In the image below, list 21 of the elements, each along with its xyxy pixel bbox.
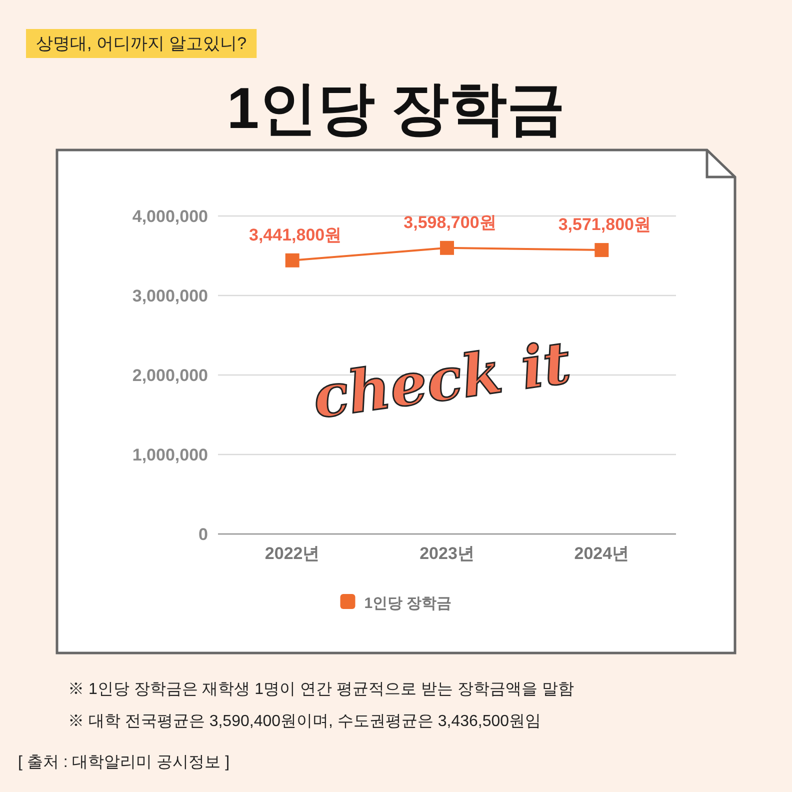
point — [594, 243, 609, 258]
text: ※ 대학 전국평균은 3,590,400원이며, 수도권평균은 3,436,500원임 — [68, 713, 542, 730]
y-tick-label: 2,000,000 — [132, 366, 208, 385]
legend-label: 1인당 장학금 — [364, 595, 452, 612]
point — [285, 253, 300, 268]
y-tick-label: 0 — [198, 525, 208, 544]
annotation: check it — [308, 328, 575, 432]
text: [ 출처 : 대학알리미 공시정보 ] — [18, 754, 230, 771]
x-tick-label: 2024년 — [574, 544, 630, 563]
text: ※ 1인당 장학금은 재학생 1명이 연간 평균적으로 받는 장학금액을 말함 — [68, 681, 574, 698]
data-label: 3,441,800원 — [249, 225, 342, 244]
point — [440, 240, 454, 255]
y-tick-label: 4,000,000 — [132, 207, 208, 226]
chart-title: 1인당 장학금 — [226, 76, 566, 141]
x-tick-label: 2022년 — [264, 544, 320, 563]
y-tick-label: 1,000,000 — [132, 446, 208, 464]
x-tick-label: 2023년 — [420, 544, 474, 563]
data-label: 3,598,700원 — [404, 212, 496, 232]
data-label: 3,571,800원 — [558, 215, 651, 234]
y-tick-label: 3,000,000 — [132, 286, 208, 306]
chart-subtitle: 상명대, 어디까지 알고있니? — [36, 34, 247, 53]
